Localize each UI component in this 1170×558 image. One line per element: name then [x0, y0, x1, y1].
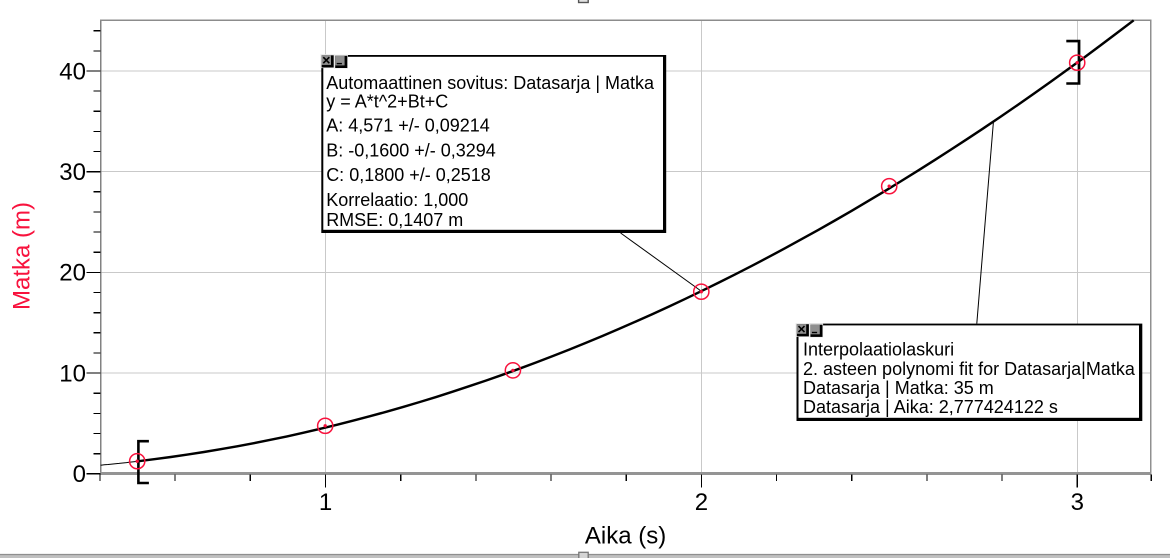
svg-text:RMSE: 0,1407 m: RMSE: 0,1407 m: [326, 210, 463, 230]
svg-text:10: 10: [59, 360, 86, 387]
svg-text:1: 1: [319, 489, 332, 516]
svg-text:2: 2: [695, 489, 708, 516]
svg-text:A: 4,571 +/- 0,09214: A: 4,571 +/- 0,09214: [326, 116, 490, 136]
svg-text:20: 20: [59, 260, 86, 287]
svg-text:Datasarja | Matka: 35 m: Datasarja | Matka: 35 m: [803, 378, 994, 398]
svg-text:y = A*t^2+Bt+C: y = A*t^2+Bt+C: [326, 92, 448, 112]
svg-text:Matka (m): Matka (m): [9, 202, 36, 310]
svg-text:C: 0,1800 +/- 0,2518: C: 0,1800 +/- 0,2518: [326, 165, 491, 185]
svg-text:3: 3: [1071, 489, 1084, 516]
svg-text:B: -0,1600 +/- 0,3294: B: -0,1600 +/- 0,3294: [326, 141, 496, 161]
svg-text:0: 0: [73, 461, 86, 488]
svg-text:Datasarja | Aika: 2,777424122: Datasarja | Aika: 2,777424122 s: [803, 397, 1058, 417]
svg-text:Korrelaatio: 1,000: Korrelaatio: 1,000: [326, 190, 468, 210]
svg-text:30: 30: [59, 159, 86, 186]
svg-text:Aika (s): Aika (s): [585, 522, 666, 549]
svg-text:2. asteen polynomi fit for Dat: 2. asteen polynomi fit for Datasarja|Mat…: [803, 359, 1136, 379]
svg-text:Interpolaatiolaskuri: Interpolaatiolaskuri: [803, 340, 954, 360]
svg-text:40: 40: [59, 58, 86, 85]
svg-text:Automaattinen sovitus: Datasar: Automaattinen sovitus: Datasarja | Matka: [326, 73, 655, 93]
